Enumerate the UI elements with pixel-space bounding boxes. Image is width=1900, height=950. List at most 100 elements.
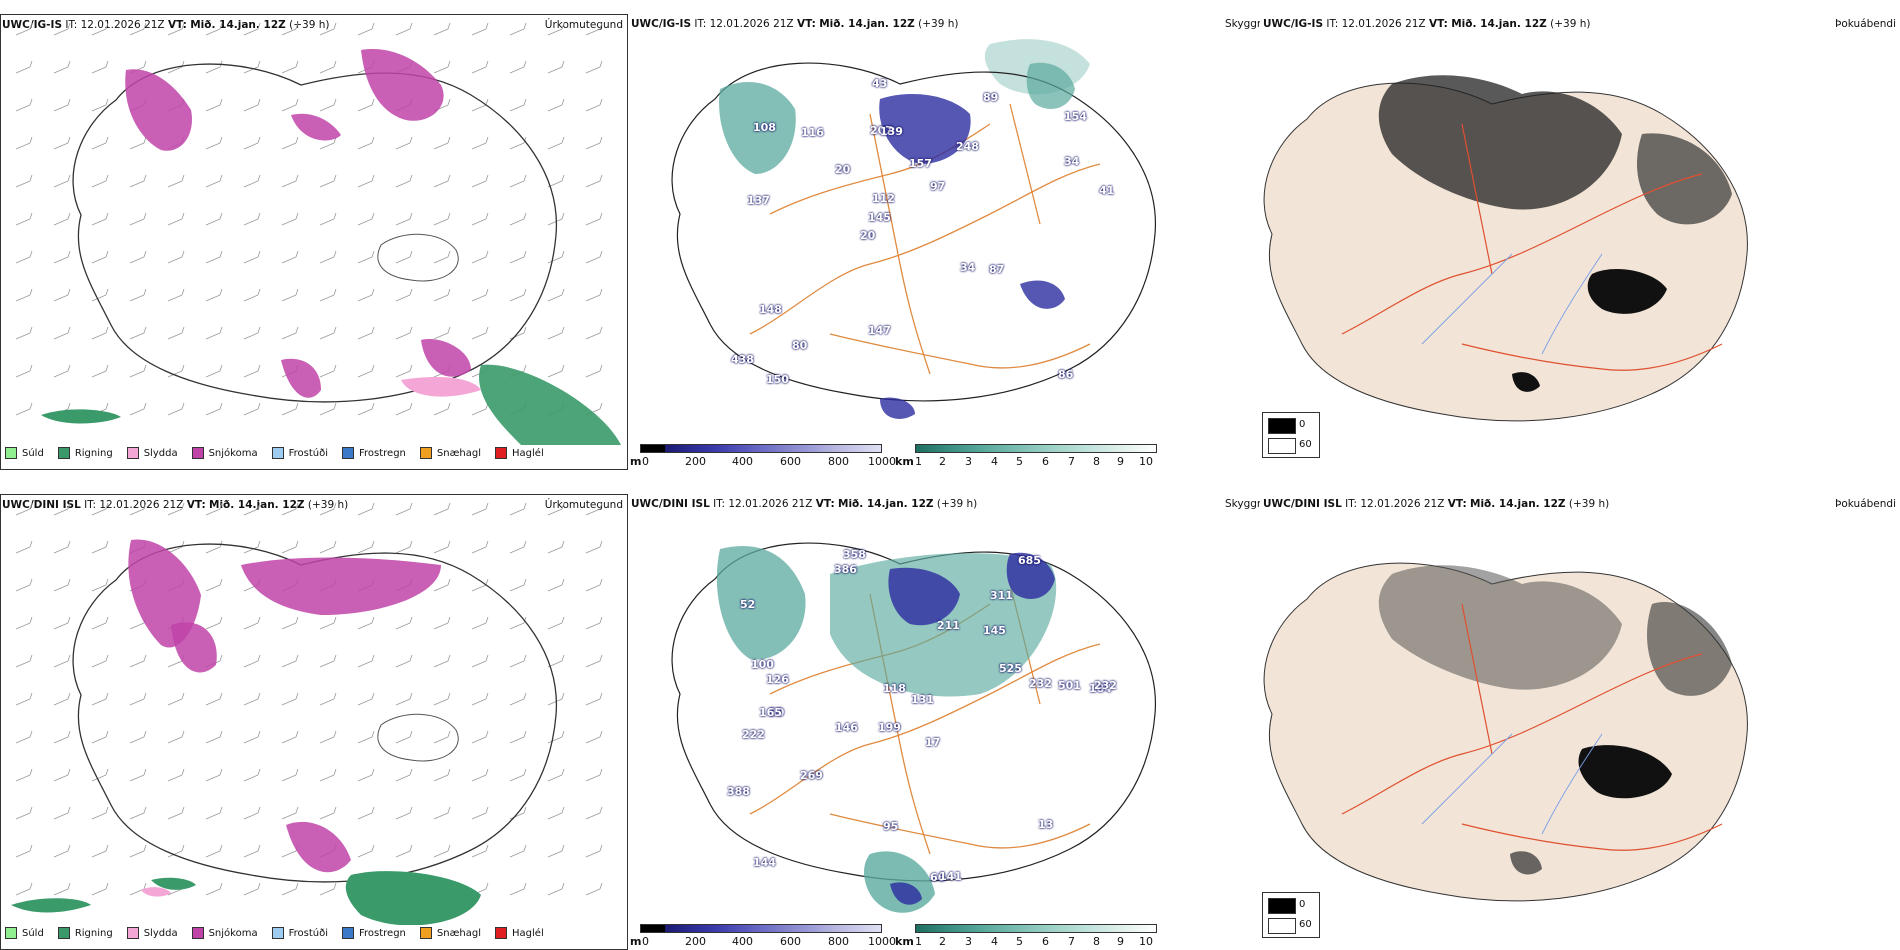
wind-barb	[129, 332, 145, 340]
wind-barb	[395, 622, 411, 630]
wind-barb	[471, 294, 487, 302]
legend-item-haglel: Haglél	[495, 447, 544, 459]
vis-tick: 9	[1117, 935, 1124, 948]
wind-barb	[53, 370, 69, 378]
wind-barb-tick	[523, 136, 527, 144]
vis-tick: 5	[1016, 935, 1023, 948]
fog-road-network	[1341, 123, 1723, 371]
wind-barb	[395, 370, 411, 378]
visibility-area-south-dense	[890, 882, 922, 905]
wind-barb-tick	[447, 60, 451, 68]
it-label: IT:	[65, 19, 78, 31]
wind-barb-tick	[219, 98, 223, 106]
fog-map	[1263, 562, 1748, 902]
wind-barb-tick	[105, 730, 109, 738]
wind-barb	[319, 256, 335, 264]
visibility-value-label: 154	[1064, 110, 1087, 123]
it-value: 12.01.2026 21Z	[80, 19, 165, 31]
snow-area-southeast	[421, 339, 471, 377]
panel-header: UWC/DINI ISL IT: 12.01.2026 21Z VT: Mið.…	[631, 498, 977, 510]
wind-barb	[91, 104, 107, 112]
wind-barb-tick	[523, 288, 527, 296]
wind-barb-tick	[219, 174, 223, 182]
wind-barb	[395, 546, 411, 554]
wind-barb-tick	[29, 136, 33, 144]
wind-barb	[91, 142, 107, 150]
visibility-value-label: 112	[872, 192, 895, 205]
vis-tick: 8	[1093, 935, 1100, 948]
wind-barb	[129, 142, 145, 150]
wind-barb	[319, 142, 335, 150]
wind-barb	[433, 294, 449, 302]
wind-barb-tick	[333, 212, 337, 220]
legend-swatch	[126, 927, 139, 939]
wind-barb	[15, 66, 31, 74]
wind-barb-tick	[599, 402, 603, 410]
wind-barb-tick	[523, 60, 527, 68]
wind-barb-tick	[523, 768, 527, 776]
wind-barb	[395, 142, 411, 150]
rain-area-south	[345, 871, 481, 925]
wind-barb-tick	[295, 136, 299, 144]
visibility-value-label: 386	[834, 563, 857, 576]
legend-label: Haglél	[512, 927, 544, 939]
wind-barb	[129, 812, 145, 820]
fog-area-north	[1378, 75, 1622, 210]
wind-barb	[91, 584, 107, 592]
wind-barb	[205, 332, 221, 340]
visibility-value-label: 100	[751, 658, 774, 671]
wind-barb	[91, 774, 107, 782]
vis-tick: 1	[915, 935, 922, 948]
wind-barb	[243, 218, 259, 226]
wind-barb	[433, 698, 449, 706]
wind-barb-tick	[561, 502, 565, 510]
fog-area-glacier	[1587, 269, 1667, 314]
wind-barb-tick	[371, 540, 375, 548]
wind-barb-tick	[219, 692, 223, 700]
wind-barb-tick	[29, 326, 33, 334]
legend-item-frostudi: Frostúði	[271, 927, 328, 939]
wind-barb	[433, 218, 449, 226]
wind-barb-tick	[219, 730, 223, 738]
wind-barb	[15, 850, 31, 858]
visibility-value-label: 13	[1038, 818, 1054, 831]
wind-barb	[319, 812, 335, 820]
wind-barb	[547, 850, 563, 858]
wind-barb-tick	[29, 844, 33, 852]
wind-barb-tick	[561, 174, 565, 182]
wind-barb	[433, 408, 449, 416]
wind-barb-tick	[523, 98, 527, 106]
wind-barb	[281, 256, 297, 264]
wind-barb	[281, 408, 297, 416]
wind-barb	[243, 622, 259, 630]
wind-barb-tick	[181, 22, 185, 30]
wind-barb	[205, 104, 221, 112]
wind-barb-tick	[105, 212, 109, 220]
height-tick: 400	[732, 935, 753, 948]
visibility-value-label: 199	[878, 721, 901, 734]
wind-barb-tick	[485, 768, 489, 776]
it-label: IT:	[1345, 498, 1358, 510]
vis-tick: 4	[991, 455, 998, 468]
wind-barb-tick	[219, 578, 223, 586]
lead-time: (+39 h)	[289, 19, 330, 31]
wind-barb-tick	[105, 882, 109, 890]
wind-barb-tick	[523, 22, 527, 30]
wind-barb	[357, 408, 373, 416]
wind-barb-tick	[143, 730, 147, 738]
snow-area-northwest	[128, 539, 201, 648]
wind-barb	[319, 698, 335, 706]
wind-barb-tick	[143, 692, 147, 700]
wind-barb	[167, 180, 183, 188]
precip-map	[15, 22, 621, 445]
wind-barb-tick	[67, 578, 71, 586]
wind-barb	[15, 28, 31, 36]
lead-time: (+39 h)	[936, 498, 978, 510]
vis-colorbar	[915, 924, 1157, 933]
wind-barb	[91, 66, 107, 74]
wind-barb-tick	[295, 22, 299, 30]
wind-barb	[15, 294, 31, 302]
wind-barb	[547, 698, 563, 706]
wind-barb	[547, 142, 563, 150]
vis-tick: 5	[1016, 455, 1023, 468]
